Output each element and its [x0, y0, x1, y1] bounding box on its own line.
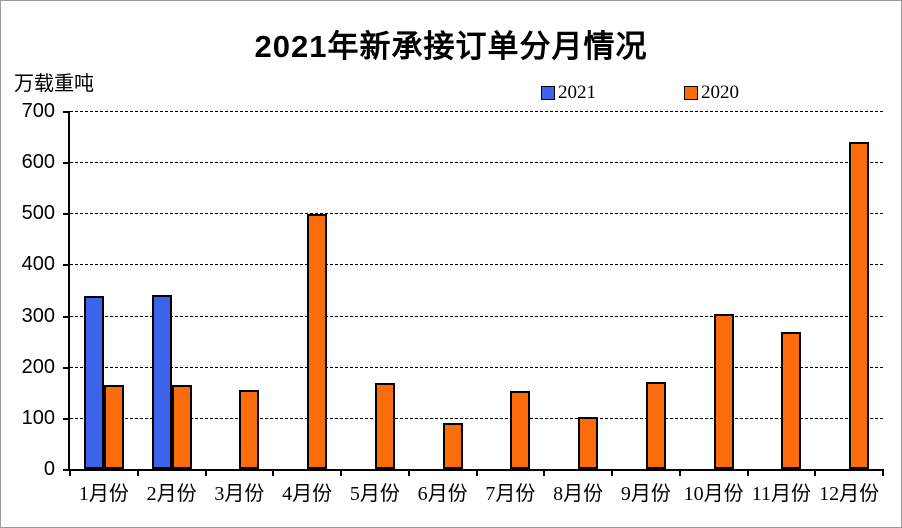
x-axis-tick-11 — [814, 469, 817, 476]
x-tick-label-1月份: 1月份 — [78, 483, 129, 505]
x-tick-label-4月份: 4月份 — [282, 483, 333, 505]
bar-2020-5月份 — [375, 383, 395, 469]
y-axis-tick-400 — [63, 264, 70, 267]
bar-2020-11月份 — [781, 332, 801, 469]
gridline-300 — [70, 315, 883, 317]
bar-2020-2月份 — [172, 385, 192, 469]
chart-title: 2021年新承接订单分月情况 — [254, 29, 648, 64]
x-axis-tick-10 — [746, 469, 749, 476]
y-tick-label-0: 0 — [43, 458, 55, 480]
x-axis-tick-6 — [475, 469, 478, 476]
bar-2020-9月份 — [646, 382, 666, 469]
plot-area — [70, 111, 883, 469]
x-axis-tick-8 — [611, 469, 613, 476]
bar-2020-1月份 — [104, 385, 124, 469]
legend-swatch-2021-icon — [541, 85, 555, 100]
x-tick-label-8月份: 8月份 — [553, 483, 604, 505]
bar-2020-7月份 — [510, 391, 530, 469]
x-tick-label-10月份: 10月份 — [683, 483, 744, 505]
bar-2020-3月份 — [239, 390, 259, 469]
x-axis-tick-7 — [543, 469, 546, 476]
bar-2020-8月份 — [578, 417, 598, 469]
gridline-600 — [70, 162, 883, 164]
x-tick-label-9月份: 9月份 — [620, 483, 671, 505]
bar-2021-1月份 — [84, 296, 104, 469]
gridline-200 — [70, 366, 883, 368]
y-axis-tick-200 — [63, 366, 70, 369]
x-tick-label-3月份: 3月份 — [214, 483, 265, 505]
bar-2020-10月份 — [714, 314, 734, 469]
y-axis-tick-0 — [63, 469, 70, 471]
bar-2021-2月份 — [152, 295, 172, 469]
bar-2020-4月份 — [307, 214, 327, 469]
y-tick-label-400: 400 — [21, 253, 55, 276]
y-axis-tick-600 — [63, 162, 70, 165]
y-tick-label-200: 200 — [21, 355, 55, 378]
gridline-100 — [70, 417, 883, 419]
y-tick-label-100: 100 — [21, 406, 55, 429]
x-tick-label-11月份: 11月份 — [751, 483, 811, 505]
x-tick-label-5月份: 5月份 — [349, 483, 400, 505]
legend-item-2020: 2020 — [684, 83, 739, 102]
x-axis-tick-3 — [272, 469, 275, 476]
y-axis-tick-700 — [63, 111, 70, 113]
x-axis-tick-1 — [136, 469, 139, 476]
legend-label-2021: 2021 — [558, 82, 596, 103]
x-axis-tick-12 — [882, 469, 884, 476]
legend-item-2021: 2021 — [541, 83, 596, 102]
legend: 2021 2020 — [541, 83, 739, 102]
x-axis-tick-5 — [407, 469, 410, 476]
x-axis-tick-2 — [204, 469, 207, 476]
x-tick-label-7月份: 7月份 — [485, 483, 536, 505]
legend-swatch-2020-icon — [684, 85, 698, 100]
y-tick-label-600: 600 — [21, 151, 55, 174]
legend-label-2020: 2020 — [701, 82, 739, 103]
y-axis-tick-500 — [63, 213, 70, 216]
y-tick-label-700: 700 — [21, 100, 55, 122]
y-axis-line — [68, 111, 70, 471]
y-tick-label-500: 500 — [21, 202, 55, 225]
bar-2020-6月份 — [443, 423, 463, 469]
gridline-700 — [70, 111, 883, 112]
y-tick-label-300: 300 — [21, 304, 55, 327]
x-tick-label-6月份: 6月份 — [417, 483, 468, 505]
gridline-400 — [70, 264, 883, 266]
x-axis-tick-9 — [678, 469, 681, 476]
x-axis-tick-4 — [340, 469, 342, 476]
y-axis-tick-100 — [63, 417, 70, 420]
bar-2020-12月份 — [849, 142, 869, 469]
x-axis-tick-0 — [69, 469, 71, 476]
y-axis-tick-300 — [63, 315, 70, 318]
gridline-500 — [70, 213, 883, 215]
x-tick-label-12月份: 12月份 — [819, 483, 880, 505]
y-axis-unit-label: 万载重吨 — [14, 73, 94, 95]
x-tick-label-2月份: 2月份 — [146, 483, 197, 505]
